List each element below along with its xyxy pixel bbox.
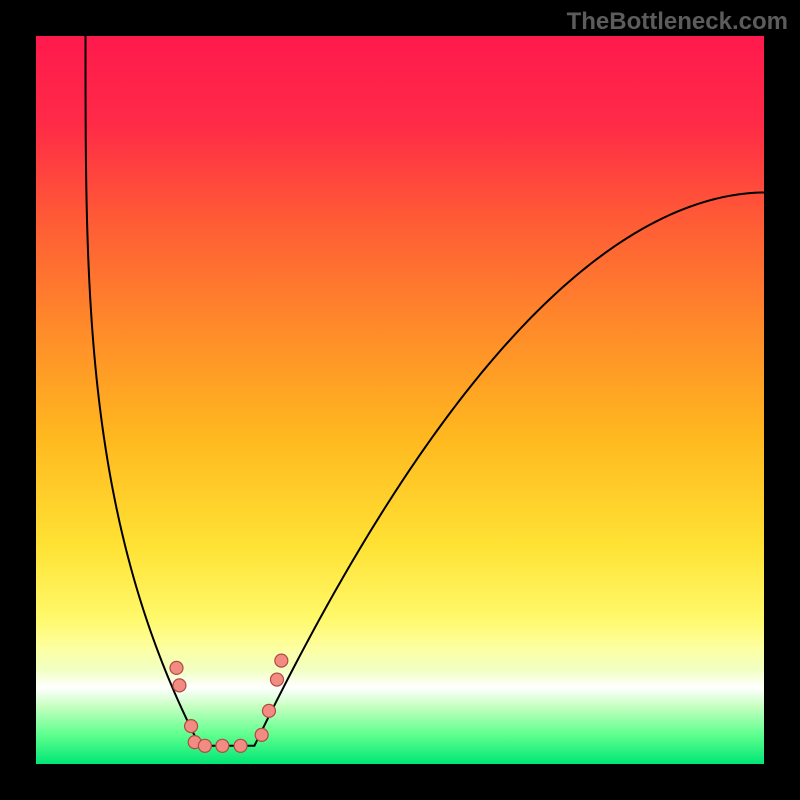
data-marker [275,654,288,667]
plot-background [36,36,764,764]
data-marker [255,728,268,741]
data-marker [198,739,211,752]
data-marker [216,739,229,752]
watermark-text: TheBottleneck.com [567,8,788,36]
data-marker [185,720,198,733]
data-marker [234,739,247,752]
chart-frame: TheBottleneck.com [0,0,800,800]
data-marker [270,673,283,686]
data-marker [262,704,275,717]
bottleneck-chart [0,0,800,800]
data-marker [170,661,183,674]
data-marker [173,679,186,692]
